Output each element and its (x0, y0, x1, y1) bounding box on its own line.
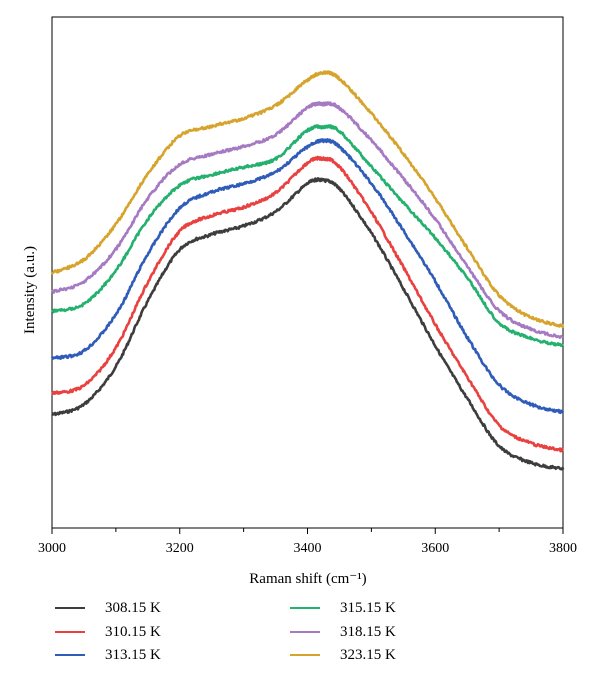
series-line-315-15k (51, 124, 565, 348)
x-tick-label: 3400 (294, 541, 322, 556)
x-tick-label: 3600 (421, 541, 449, 556)
series-line-310-15k (50, 155, 564, 453)
series-line-318-15k (50, 101, 564, 340)
x-axis-label: Raman shift (cm⁻¹) (249, 571, 366, 587)
x-tick-label: 3800 (549, 541, 577, 556)
y-axis-label: Intensity (a.u.) (22, 246, 38, 334)
series-line-308-15k (51, 177, 565, 471)
series-line-313-15k (50, 138, 565, 415)
x-tick-label: 3000 (38, 541, 66, 556)
x-tick-label: 3200 (166, 541, 194, 556)
plot-frame (51, 16, 564, 529)
x-axis-ticks: 3000 3200 3400 3600 3800 (38, 528, 577, 556)
series-layer (50, 70, 565, 471)
series-line-323-15k (50, 70, 565, 328)
